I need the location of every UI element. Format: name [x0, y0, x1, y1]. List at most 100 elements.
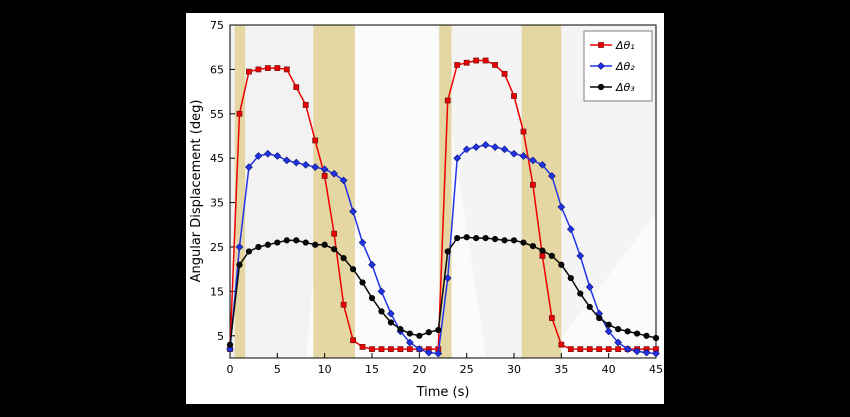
marker-diamond: [576, 252, 585, 260]
marker-circle: [312, 241, 319, 248]
marker-circle: [387, 319, 395, 326]
marker-square: [350, 337, 356, 344]
marker-square: [331, 230, 338, 237]
marker-square: [548, 315, 555, 321]
marker-circle: [444, 248, 451, 255]
marker-circle: [586, 303, 593, 311]
marker-diamond: [548, 172, 556, 180]
marker-diamond: [462, 145, 471, 154]
marker-circle: [558, 261, 565, 268]
marker-diamond: [245, 163, 253, 171]
marker-square: [567, 346, 574, 353]
marker-square: [340, 301, 347, 308]
chart-figure: Time (s) Angular Displacement (deg) 0 5 10…: [186, 13, 664, 404]
marker-circle: [264, 241, 271, 248]
marker-diamond: [387, 309, 395, 318]
marker-diamond: [424, 348, 433, 357]
marker-circle: [245, 248, 253, 255]
marker-diamond: [377, 287, 386, 296]
marker-circle: [643, 332, 650, 339]
marker-diamond: [538, 160, 547, 169]
marker-circle: [605, 321, 612, 328]
marker-diamond: [415, 345, 424, 353]
marker-circle: [491, 235, 499, 243]
series-line-delta-theta-2: [229, 144, 657, 355]
marker-square: [302, 102, 309, 108]
marker-square: [369, 346, 375, 353]
marker-circle: [567, 274, 574, 282]
chart-svg: Time (s) Angular Displacement (deg) 0 5 10…: [189, 19, 663, 400]
series-line-delta-theta-1: [229, 59, 656, 350]
legend: Δθ₁ Δθ₂ Δθ₃: [583, 30, 653, 102]
series-markers-delta-theta-3: [226, 234, 660, 348]
marker-circle: [302, 239, 309, 246]
y-tick-label: 35: [210, 197, 224, 210]
marker-circle: [378, 308, 385, 315]
marker-circle: [340, 255, 347, 262]
marker-square: [293, 84, 300, 91]
marker-diamond: [652, 349, 660, 358]
marker-circle: [359, 279, 366, 286]
x-tick-label: 5: [274, 363, 281, 376]
marker-square: [482, 57, 489, 64]
marker-diamond: [566, 225, 575, 234]
highlight-band: [521, 25, 562, 358]
marker-square: [463, 59, 470, 66]
marker-circle: [416, 332, 423, 339]
marker-square: [596, 346, 603, 353]
legend-label-delta-theta-1: Δθ₁: [615, 39, 635, 52]
marker-square: [530, 181, 536, 188]
marker-diamond: [585, 283, 594, 291]
marker-square: [274, 65, 281, 71]
marker-circle: [624, 328, 631, 335]
marker-square: [586, 346, 593, 353]
marker-diamond: [597, 62, 605, 70]
marker-circle: [577, 290, 584, 297]
marker-circle: [274, 239, 281, 246]
highlight-band: [313, 25, 355, 358]
marker-circle: [596, 314, 603, 322]
marker-circle: [349, 266, 357, 273]
marker-circle: [368, 294, 376, 302]
marker-square: [511, 93, 517, 99]
marker-diamond: [481, 141, 490, 149]
y-tick-label: 55: [210, 108, 224, 121]
marker-square: [255, 66, 262, 73]
marker-square: [558, 341, 565, 348]
marker-diamond: [235, 243, 244, 251]
marker-circle: [226, 341, 234, 348]
marker-square: [539, 252, 546, 259]
marker-square: [321, 173, 328, 179]
marker-circle: [425, 329, 432, 336]
marker-square: [454, 62, 461, 68]
marker-circle: [331, 246, 338, 253]
marker-square: [615, 346, 622, 353]
y-tick-label: 75: [210, 19, 224, 32]
marker-diamond: [500, 145, 509, 154]
marker-diamond: [292, 158, 301, 167]
series-line-delta-theta-3: [229, 236, 657, 345]
highlight-band: [234, 25, 246, 358]
marker-diamond: [519, 152, 528, 160]
marker-square: [312, 137, 319, 144]
x-tick-label: 10: [318, 363, 332, 376]
marker-diamond: [406, 338, 414, 347]
x-axis-label: Time (s): [416, 385, 470, 400]
marker-square: [236, 110, 243, 117]
marker-diamond: [368, 260, 376, 269]
marker-diamond: [472, 143, 480, 151]
marker-circle: [463, 234, 470, 241]
marker-circle: [283, 237, 290, 244]
marker-square: [388, 346, 394, 353]
y-tick-label: 5: [217, 330, 224, 343]
marker-diamond: [282, 156, 291, 165]
marker-square: [577, 346, 584, 353]
marker-circle: [435, 326, 442, 334]
marker-circle: [454, 235, 461, 242]
marker-diamond: [358, 238, 367, 247]
y-tick-label: 25: [210, 241, 224, 254]
marker-diamond: [273, 152, 282, 160]
marker-diamond: [642, 348, 651, 357]
marker-diamond: [349, 207, 357, 216]
background-shade: [230, 25, 336, 358]
